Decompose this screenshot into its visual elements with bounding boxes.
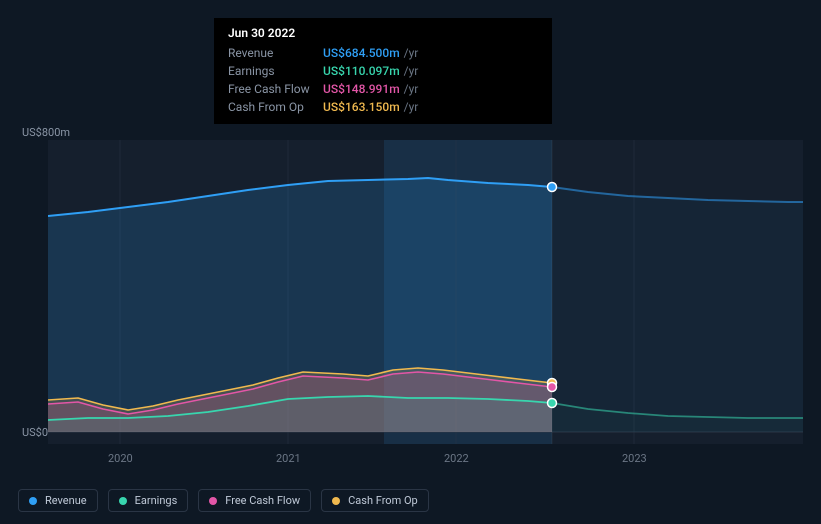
tooltip-value: US$163.150m <box>323 100 400 114</box>
legend-item[interactable]: Free Cash Flow <box>198 489 311 512</box>
legend-label: Earnings <box>135 494 178 507</box>
tooltip-value: US$684.500m <box>323 46 400 60</box>
legend-swatch <box>332 497 340 505</box>
legend-swatch <box>209 497 217 505</box>
tooltip-label: Earnings <box>228 64 323 78</box>
tooltip-suffix: /yr <box>404 46 419 60</box>
legend-swatch <box>29 497 37 505</box>
legend-item[interactable]: Earnings <box>108 489 189 512</box>
legend-item[interactable]: Revenue <box>18 489 98 512</box>
tooltip-label: Free Cash Flow <box>228 82 323 96</box>
series-fill-future-revenue <box>552 187 803 432</box>
tooltip-date: Jun 30 2022 <box>228 26 538 40</box>
series-marker <box>548 399 557 408</box>
tooltip-row: Cash From OpUS$163.150m/yr <box>228 98 538 116</box>
legend-item[interactable]: Cash From Op <box>321 489 429 512</box>
tooltip-value: US$110.097m <box>323 64 400 78</box>
series-marker <box>548 383 557 392</box>
tooltip-row: Free Cash FlowUS$148.991m/yr <box>228 80 538 98</box>
tooltip-label: Cash From Op <box>228 100 323 114</box>
series-marker <box>548 183 557 192</box>
legend: Revenue Earnings Free Cash Flow Cash From O… <box>18 489 429 512</box>
legend-swatch <box>119 497 127 505</box>
tooltip-suffix: /yr <box>404 82 419 96</box>
legend-label: Free Cash Flow <box>225 494 300 507</box>
tooltip-row: RevenueUS$684.500m/yr <box>228 44 538 62</box>
tooltip-label: Revenue <box>228 46 323 60</box>
tooltip-value: US$148.991m <box>323 82 400 96</box>
tooltip-row: EarningsUS$110.097m/yr <box>228 62 538 80</box>
xaxis-tick: 2020 <box>108 452 133 465</box>
xaxis-tick: 2021 <box>276 452 301 465</box>
yaxis-top-label: US$800m <box>22 126 70 139</box>
chart[interactable] <box>48 140 803 444</box>
xaxis-tick: 2022 <box>444 452 469 465</box>
tooltip-suffix: /yr <box>404 100 419 114</box>
yaxis-bottom-label: US$0 <box>22 426 48 439</box>
xaxis-tick: 2023 <box>622 452 647 465</box>
tooltip: Jun 30 2022 RevenueUS$684.500m/yrEarning… <box>214 18 552 124</box>
legend-label: Revenue <box>45 494 87 507</box>
legend-label: Cash From Op <box>348 494 418 507</box>
tooltip-suffix: /yr <box>404 64 419 78</box>
